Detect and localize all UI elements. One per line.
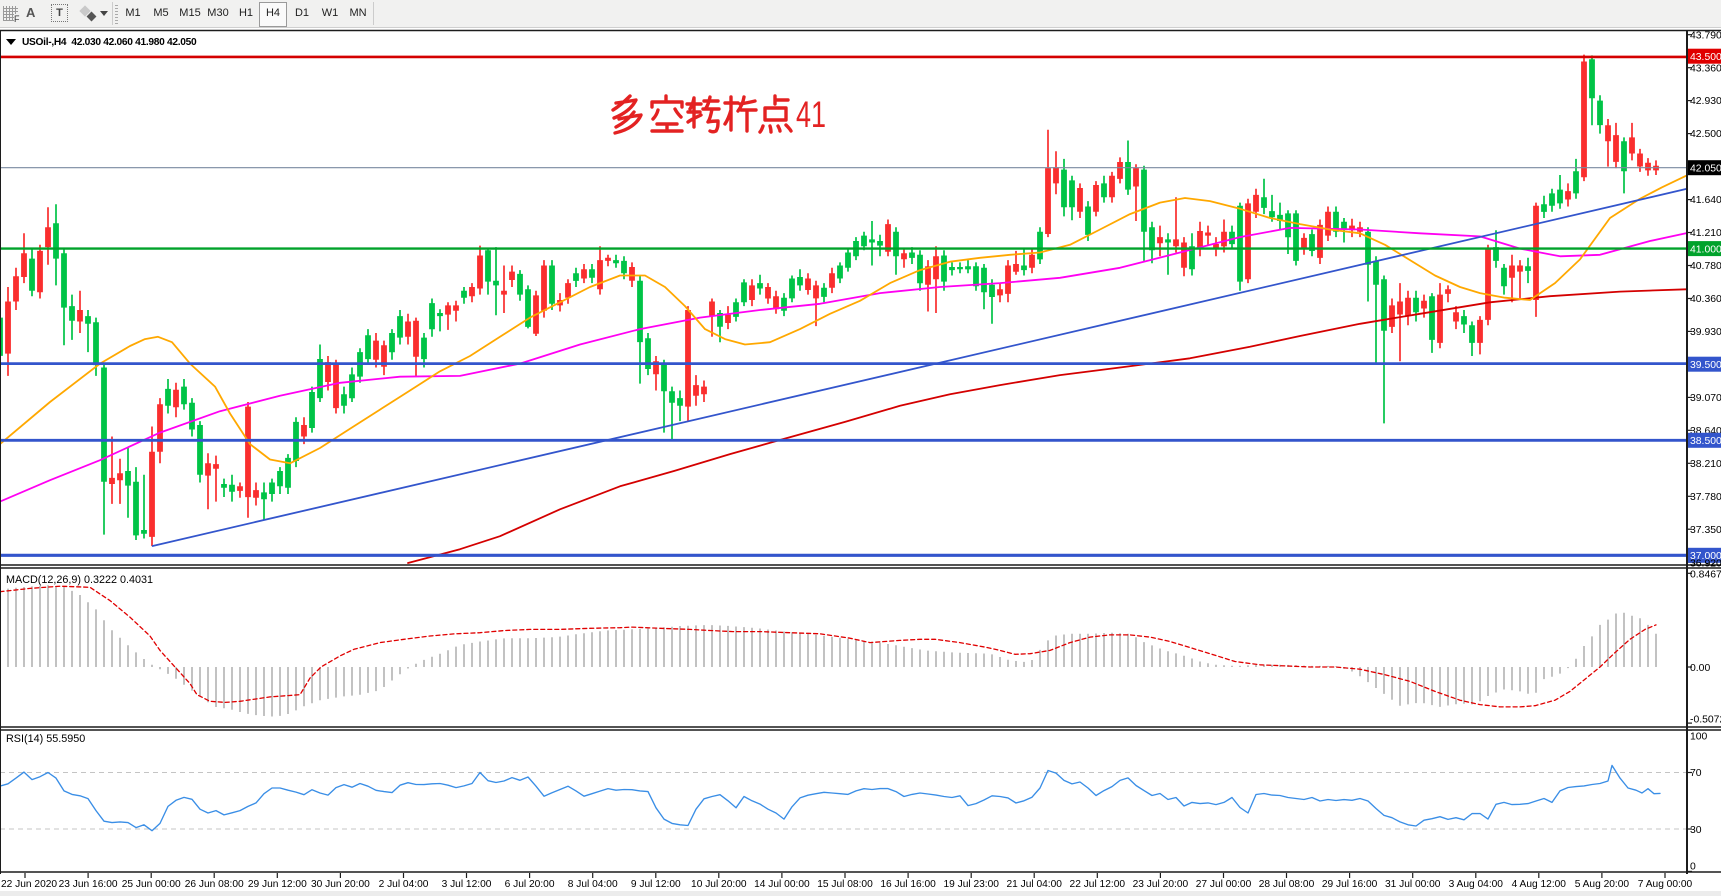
svg-text:5 Aug 20:00: 5 Aug 20:00 — [1575, 879, 1630, 890]
svg-text:41.640: 41.640 — [1690, 195, 1721, 206]
svg-text:25 Jun 00:00: 25 Jun 00:00 — [122, 879, 181, 890]
svg-text:100: 100 — [1690, 732, 1708, 743]
svg-text:37.780: 37.780 — [1690, 492, 1721, 503]
svg-text:43.790: 43.790 — [1690, 30, 1721, 41]
svg-text:7 Aug 00:00: 7 Aug 00:00 — [1638, 879, 1693, 890]
svg-text:4 Aug 12:00: 4 Aug 12:00 — [1512, 879, 1567, 890]
svg-text:39.070: 39.070 — [1690, 393, 1721, 404]
svg-text:10 Jul 20:00: 10 Jul 20:00 — [691, 879, 747, 890]
svg-text:36.920: 36.920 — [1690, 558, 1721, 569]
svg-text:6 Jul 20:00: 6 Jul 20:00 — [505, 879, 555, 890]
svg-text:19 Jul 23:00: 19 Jul 23:00 — [943, 879, 999, 890]
svg-text:29 Jul 16:00: 29 Jul 16:00 — [1322, 879, 1378, 890]
svg-text:40.360: 40.360 — [1690, 294, 1721, 305]
svg-text:43.500: 43.500 — [1690, 52, 1721, 63]
svg-text:30: 30 — [1690, 825, 1702, 836]
svg-text:14 Jul 00:00: 14 Jul 00:00 — [754, 879, 810, 890]
svg-text:38.210: 38.210 — [1690, 459, 1721, 470]
svg-text:37.350: 37.350 — [1690, 525, 1721, 536]
svg-text:16 Jul 16:00: 16 Jul 16:00 — [880, 879, 936, 890]
svg-text:RSI(14) 55.5950: RSI(14) 55.5950 — [6, 733, 85, 745]
svg-text:22 Jul 12:00: 22 Jul 12:00 — [1070, 879, 1126, 890]
svg-text:0.00: 0.00 — [1690, 663, 1710, 674]
svg-text:41.210: 41.210 — [1690, 228, 1721, 239]
svg-text:41: 41 — [796, 94, 826, 135]
svg-text:29 Jun 12:00: 29 Jun 12:00 — [248, 879, 307, 890]
svg-text:70: 70 — [1690, 768, 1702, 779]
svg-text:39.500: 39.500 — [1690, 360, 1721, 371]
svg-text:42.500: 42.500 — [1690, 129, 1721, 140]
svg-text:38.500: 38.500 — [1690, 436, 1721, 447]
svg-text:38.640: 38.640 — [1690, 426, 1721, 437]
svg-text:MACD(12,26,9) 0.3222 0.4031: MACD(12,26,9) 0.3222 0.4031 — [6, 574, 153, 586]
svg-text:8 Jul 04:00: 8 Jul 04:00 — [568, 879, 618, 890]
svg-text:41.000: 41.000 — [1690, 244, 1721, 255]
svg-text:31 Jul 00:00: 31 Jul 00:00 — [1385, 879, 1441, 890]
svg-text:28 Jul 08:00: 28 Jul 08:00 — [1259, 879, 1315, 890]
svg-text:15 Jul 08:00: 15 Jul 08:00 — [817, 879, 873, 890]
svg-text:23 Jun 16:00: 23 Jun 16:00 — [59, 879, 118, 890]
svg-text:2 Jul 04:00: 2 Jul 04:00 — [379, 879, 429, 890]
svg-text:9 Jul 12:00: 9 Jul 12:00 — [631, 879, 681, 890]
svg-text:3 Aug 04:00: 3 Aug 04:00 — [1449, 879, 1504, 890]
svg-text:30 Jun 20:00: 30 Jun 20:00 — [311, 879, 370, 890]
svg-text:39.930: 39.930 — [1690, 327, 1721, 338]
svg-text:27 Jul 00:00: 27 Jul 00:00 — [1196, 879, 1252, 890]
svg-text:0: 0 — [1690, 861, 1696, 872]
svg-text:-0.5072: -0.5072 — [1690, 715, 1721, 726]
svg-text:0.8467: 0.8467 — [1690, 570, 1721, 581]
svg-text:42.050: 42.050 — [1690, 164, 1721, 175]
svg-text:43.360: 43.360 — [1690, 63, 1721, 74]
svg-text:37.000: 37.000 — [1690, 551, 1721, 562]
svg-text:26 Jun 08:00: 26 Jun 08:00 — [185, 879, 244, 890]
svg-text:3 Jul 12:00: 3 Jul 12:00 — [442, 879, 492, 890]
svg-text:40.780: 40.780 — [1690, 261, 1721, 272]
svg-text:23 Jul 20:00: 23 Jul 20:00 — [1133, 879, 1189, 890]
svg-text:36.920: 36.920 — [1690, 559, 1721, 570]
svg-text:42.930: 42.930 — [1690, 96, 1721, 107]
svg-text:21 Jul 04:00: 21 Jul 04:00 — [1006, 879, 1062, 890]
svg-text:22 Jun 2020: 22 Jun 2020 — [1, 879, 57, 890]
svg-text:USOil-,H4 42.030 42.060 41.98: USOil-,H4 42.030 42.060 41.980 42.050 — [22, 37, 197, 48]
